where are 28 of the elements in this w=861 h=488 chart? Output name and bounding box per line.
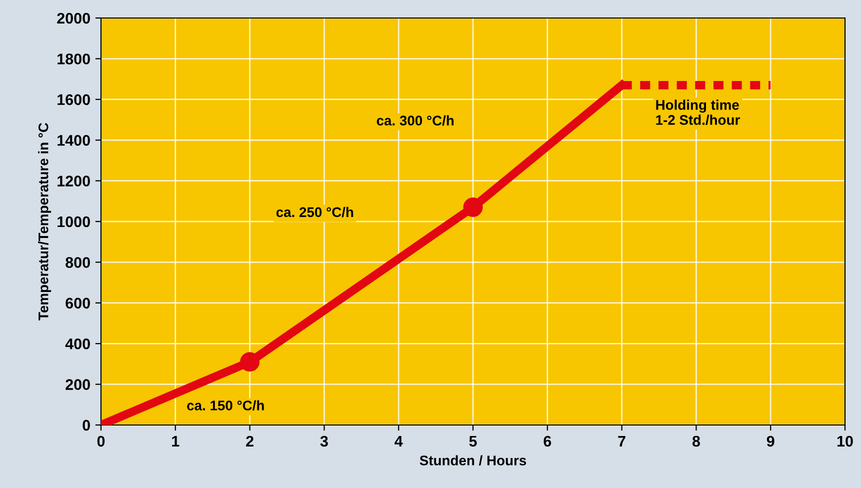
annotation: Holding time 1-2 Std./hour (656, 100, 740, 126)
y-tick-label: 400 (65, 338, 90, 350)
y-axis-title: Temperatur/Temperature in °C (38, 122, 52, 320)
annotation: ca. 150 °C/h (187, 400, 264, 411)
y-tick-label: 800 (66, 257, 90, 268)
y-tick-label: 1600 (58, 94, 90, 106)
x-tick-label: 8 (692, 436, 700, 447)
x-tick-label: 6 (544, 436, 552, 447)
x-tick-label: 10 (837, 436, 853, 447)
x-tick-label: 3 (320, 436, 328, 447)
annotation: ca. 250 °C/h (276, 206, 354, 218)
y-tick-label: 1000 (58, 216, 90, 228)
y-tick-label: 600 (66, 298, 90, 309)
y-tick-label: 2000 (57, 12, 90, 24)
x-axis-title: Stunden / Hours (420, 455, 526, 466)
y-tick-label: 1800 (58, 54, 90, 64)
x-tick-label: 7 (618, 436, 626, 446)
y-tick-label: 0 (82, 420, 90, 431)
y-tick-label: 1200 (58, 176, 90, 186)
x-tick-label: 4 (394, 436, 403, 446)
y-tick-label: 1400 (58, 134, 90, 146)
x-tick-label: 9 (766, 436, 774, 447)
annotation: ca. 300 °C/h (376, 115, 454, 126)
y-tick-label: 200 (66, 379, 90, 390)
x-tick-label: 2 (246, 436, 254, 446)
x-tick-label: 0 (97, 436, 105, 447)
x-tick-label: 5 (469, 436, 477, 447)
x-tick-label: 1 (172, 436, 180, 446)
